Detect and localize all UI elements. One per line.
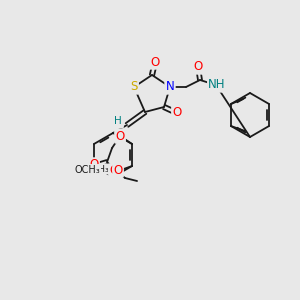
Text: N: N — [166, 80, 174, 94]
Text: O: O — [172, 108, 182, 118]
Text: O: O — [90, 160, 98, 170]
Text: O: O — [194, 62, 202, 72]
Text: O: O — [151, 57, 159, 67]
Text: CH₃: CH₃ — [93, 164, 110, 173]
Text: O: O — [172, 106, 182, 119]
Text: O: O — [114, 165, 122, 175]
Text: O: O — [116, 130, 125, 142]
Text: O: O — [89, 158, 99, 172]
Text: S: S — [130, 80, 138, 94]
Text: O: O — [110, 166, 118, 176]
Text: O: O — [150, 56, 160, 68]
Text: O: O — [113, 164, 123, 176]
Text: H: H — [115, 117, 123, 127]
Text: O: O — [116, 131, 124, 141]
Text: OCH₃: OCH₃ — [74, 165, 100, 175]
Text: NH: NH — [208, 79, 226, 92]
Text: NH: NH — [208, 80, 225, 90]
Text: H: H — [114, 116, 122, 126]
Text: S: S — [130, 82, 138, 92]
Text: O: O — [194, 61, 202, 74]
Text: N: N — [166, 82, 174, 92]
Text: O: O — [110, 164, 119, 178]
